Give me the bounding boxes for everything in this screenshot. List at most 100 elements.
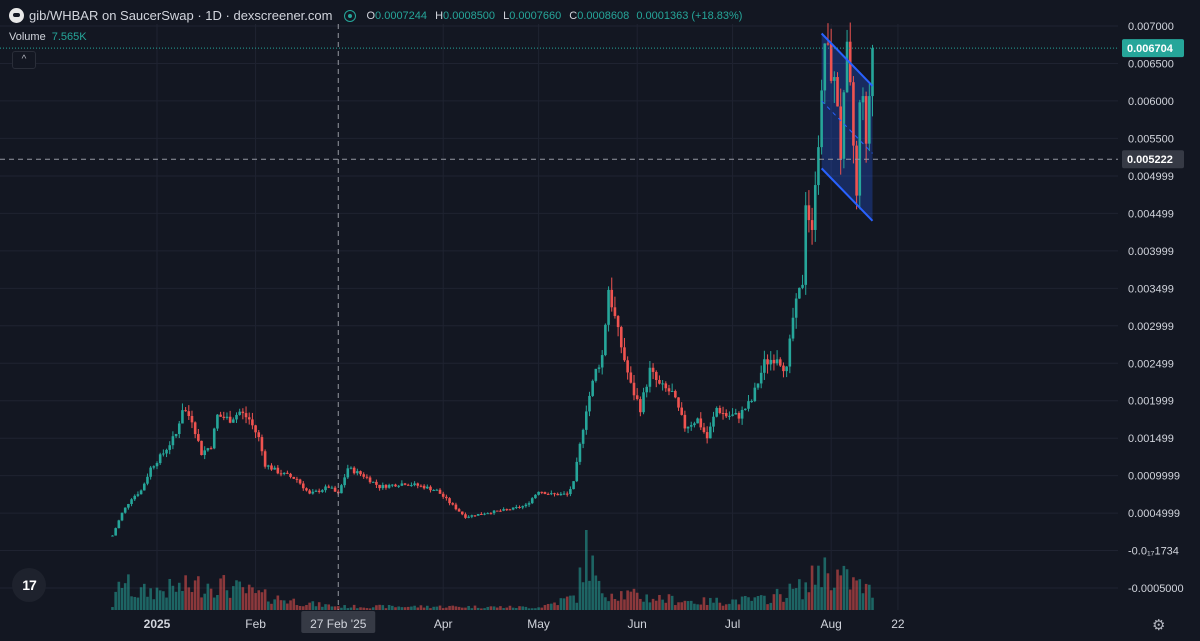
candle-up bbox=[731, 414, 734, 416]
candle-up bbox=[696, 418, 699, 424]
volume-bar bbox=[225, 590, 229, 610]
volume-bar bbox=[470, 608, 474, 610]
volume-bar bbox=[505, 607, 509, 610]
candle-up bbox=[470, 515, 474, 517]
candle-down bbox=[518, 506, 521, 508]
collapse-legend-button[interactable]: ^ bbox=[12, 51, 36, 69]
price-tick-label: -0.0005000 bbox=[1128, 583, 1184, 595]
live-status-icon[interactable] bbox=[344, 9, 357, 22]
volume-bar bbox=[457, 606, 461, 610]
volume-bar bbox=[228, 597, 232, 610]
volume-bar bbox=[661, 599, 664, 610]
time-tick-label: Aug bbox=[820, 617, 841, 631]
candle-up bbox=[645, 386, 649, 393]
candle-up bbox=[225, 416, 229, 418]
candle-down bbox=[810, 220, 814, 230]
candle-up bbox=[181, 410, 184, 424]
volume-bar bbox=[817, 565, 820, 610]
price-tick-label: 0.003999 bbox=[1128, 246, 1174, 258]
legend-header: gib/WHBAR on SaucerSwap · 1D · dexscreen… bbox=[9, 8, 742, 23]
volume-bar bbox=[594, 575, 598, 610]
candle-down bbox=[457, 509, 461, 512]
candle-up bbox=[314, 490, 318, 492]
gear-icon[interactable]: ⚙ bbox=[1152, 617, 1166, 634]
volume-bar bbox=[778, 594, 782, 610]
volume-bar bbox=[807, 592, 811, 610]
candle-down bbox=[658, 380, 661, 384]
price-tick-label: 0.001499 bbox=[1128, 433, 1174, 445]
candle-up bbox=[591, 380, 594, 396]
candle-down bbox=[317, 490, 321, 492]
candle-up bbox=[238, 411, 241, 415]
candle-down bbox=[244, 413, 248, 418]
candle-down bbox=[855, 145, 858, 196]
candle-down bbox=[721, 412, 725, 414]
volume-bar bbox=[190, 592, 194, 610]
volume-bar bbox=[674, 605, 677, 610]
candle-up bbox=[747, 401, 750, 409]
candle-up bbox=[801, 284, 804, 288]
candle-down bbox=[263, 451, 267, 467]
candle-down bbox=[556, 493, 559, 496]
candle-up bbox=[813, 185, 817, 230]
candle-up bbox=[534, 494, 537, 499]
candle-up bbox=[559, 493, 563, 496]
candle-up bbox=[562, 493, 566, 495]
candle-down bbox=[445, 496, 448, 499]
candle-up bbox=[585, 411, 588, 430]
volume-bar bbox=[515, 608, 518, 610]
crosshair-price-tag bbox=[1122, 150, 1184, 169]
volume-bar bbox=[750, 600, 753, 610]
candle-up bbox=[311, 491, 315, 494]
candle-up bbox=[127, 503, 130, 508]
candle-up bbox=[432, 490, 435, 492]
candle-up bbox=[142, 483, 146, 491]
volume-bar bbox=[766, 604, 769, 610]
candle-up bbox=[744, 408, 747, 410]
candle-up bbox=[753, 387, 757, 402]
candle-up bbox=[114, 528, 117, 536]
volume-bar bbox=[193, 580, 197, 610]
candle-up bbox=[750, 401, 753, 403]
volume-bar bbox=[454, 606, 458, 610]
candle-up bbox=[152, 466, 156, 468]
volume-bar bbox=[597, 580, 601, 610]
volume-bar bbox=[292, 598, 296, 610]
channel-lower-line bbox=[820, 167, 874, 222]
tradingview-logo-icon[interactable]: 17 bbox=[12, 568, 46, 602]
candle-up bbox=[734, 412, 738, 415]
volume-bar bbox=[715, 597, 718, 610]
candle-up bbox=[330, 487, 334, 489]
time-tick-label: Jun bbox=[628, 617, 647, 631]
volume-bar bbox=[123, 583, 127, 610]
volume-bar bbox=[572, 595, 575, 610]
candle-up bbox=[426, 486, 429, 489]
candle-up bbox=[693, 423, 696, 426]
candle-up bbox=[174, 434, 178, 437]
candle-up bbox=[356, 471, 359, 474]
ohlc-readout: O0.0007244 H0.0008500 L0.0007660 C0.0008… bbox=[366, 10, 742, 22]
candle-up bbox=[158, 454, 162, 464]
candle-down bbox=[301, 483, 305, 489]
volume-bar bbox=[410, 606, 413, 610]
volume-bar bbox=[575, 602, 579, 610]
volume-bar bbox=[387, 604, 391, 610]
volume-bar bbox=[311, 601, 315, 610]
ohlc-high: 0.0008500 bbox=[443, 9, 496, 22]
last-price-label: 0.006704 bbox=[1127, 43, 1174, 55]
volume-bar bbox=[629, 591, 633, 610]
candle-down bbox=[359, 471, 362, 475]
volume-bar bbox=[546, 603, 550, 610]
candle-up bbox=[740, 409, 744, 419]
volume-bar bbox=[273, 599, 276, 610]
volume-bar bbox=[301, 606, 305, 610]
volume-bar bbox=[798, 579, 801, 610]
volume-bar bbox=[556, 605, 559, 610]
candle-up bbox=[524, 504, 528, 507]
volume-bar bbox=[610, 593, 614, 610]
volume-bar bbox=[670, 595, 674, 610]
volume-bar bbox=[267, 601, 270, 610]
candle-up bbox=[845, 41, 849, 93]
